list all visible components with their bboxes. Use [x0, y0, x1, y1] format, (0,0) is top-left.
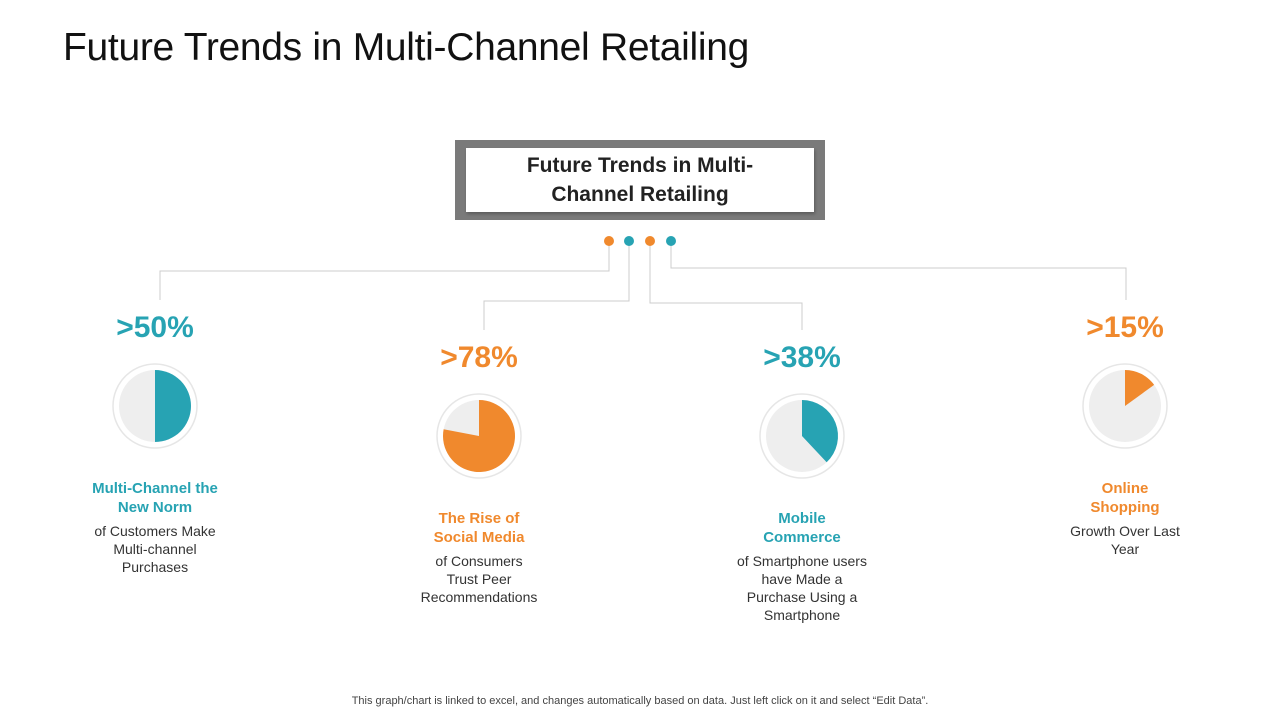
- page-title: Future Trends in Multi-Channel Retailing: [63, 26, 750, 69]
- connector-line-4: [670, 243, 1127, 300]
- stat-description: of Smartphone users have Made a Purchase…: [737, 553, 867, 623]
- center-title-line-1: Future Trends in Multi-: [526, 154, 754, 177]
- pie-svg: [436, 393, 522, 479]
- pie-value-slice: [1125, 370, 1155, 406]
- connector-dot-4: [666, 236, 676, 246]
- pie-chart: [1082, 363, 1168, 449]
- stat-value: >50%: [116, 311, 194, 344]
- center-title-text: Future Trends in Multi- Channel Retailin…: [490, 151, 790, 209]
- center-title-box-inner: Future Trends in Multi- Channel Retailin…: [466, 148, 814, 212]
- stat-online-shopping: >15% Online Shopping Growth Over Last Ye…: [1025, 311, 1225, 558]
- pie-value-slice: [802, 400, 838, 463]
- stat-value: >78%: [440, 341, 518, 374]
- pie-value-slice: [443, 400, 516, 472]
- connector-line-3: [649, 243, 803, 330]
- connector-dot-1: [604, 236, 614, 246]
- connector-dot-2: [624, 236, 634, 246]
- stat-label: Mobile Commerce: [763, 510, 841, 546]
- pie-svg: [759, 393, 845, 479]
- pie-chart: [436, 393, 522, 479]
- center-title-line-2: Channel Retailing: [551, 183, 729, 206]
- stat-description: of Customers Make Multi-channel Purchase…: [94, 523, 216, 575]
- stat-multichannel: >50% Multi-Channel the New Norm of Custo…: [55, 311, 255, 576]
- stat-label: The Rise of Social Media: [433, 510, 525, 546]
- stat-description: Growth Over Last Year: [1070, 523, 1180, 557]
- pie-value-slice: [155, 370, 191, 442]
- stat-mobile-commerce: >38% Mobile Commerce of Smartphone users…: [702, 341, 902, 624]
- stat-value: >38%: [763, 341, 841, 374]
- center-title-box: Future Trends in Multi- Channel Retailin…: [455, 140, 825, 220]
- stat-label: Online Shopping: [1090, 480, 1160, 516]
- connector-line-2: [483, 243, 630, 330]
- connector-dot-3: [645, 236, 655, 246]
- stat-value: >15%: [1086, 311, 1164, 344]
- pie-chart: [112, 363, 198, 449]
- stat-label: Multi-Channel the New Norm: [92, 480, 218, 516]
- stat-description: of Consumers Trust Peer Recommendations: [420, 553, 538, 605]
- pie-chart: [759, 393, 845, 479]
- pie-svg: [112, 363, 198, 449]
- footnote: This graph/chart is linked to excel, and…: [351, 695, 929, 707]
- stat-social-media: >78% The Rise of Social Media of Consume…: [379, 341, 579, 606]
- pie-svg: [1082, 363, 1168, 449]
- connector-line-1: [159, 243, 610, 300]
